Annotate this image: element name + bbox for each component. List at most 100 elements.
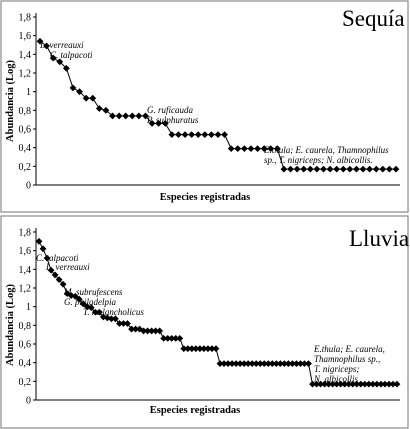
species-annotation: G. ruficauda — [147, 105, 193, 115]
data-point — [254, 145, 261, 152]
data-point — [142, 112, 149, 120]
y-tick-label: 1,2 — [19, 284, 32, 295]
species-annotation: E.thula; E. caurela, Thamnophilus — [263, 145, 389, 155]
data-point — [135, 112, 143, 120]
data-point — [224, 360, 232, 367]
data-point — [221, 131, 228, 138]
species-annotation: G. philadelpia — [64, 297, 116, 307]
data-point — [329, 380, 337, 388]
data-point — [76, 88, 83, 96]
y-tick-label: 0,4 — [19, 358, 32, 369]
data-point — [393, 380, 401, 388]
data-point — [293, 165, 301, 173]
data-point — [71, 293, 79, 300]
species-annotation: sp., T. nigriceps; N. albicollis. — [264, 155, 373, 165]
y-tick-label: 1 — [26, 302, 31, 313]
data-point — [305, 360, 312, 367]
data-point — [212, 345, 220, 353]
data-point — [43, 254, 51, 262]
y-tick-label: 0,4 — [19, 143, 32, 154]
data-point — [95, 105, 103, 112]
y-tick-label: 1,8 — [19, 228, 32, 239]
data-point — [180, 345, 188, 353]
data-point — [227, 145, 235, 152]
data-point — [260, 360, 268, 367]
data-point — [349, 380, 357, 388]
data-point — [69, 84, 77, 92]
y-tick-label: 0 — [26, 181, 31, 192]
data-point — [55, 276, 63, 283]
data-point — [379, 165, 387, 173]
data-point — [168, 335, 176, 342]
data-point — [361, 380, 369, 388]
data-point — [268, 360, 276, 367]
data-point — [89, 94, 97, 102]
data-point — [317, 380, 324, 388]
x-axis-label: Especies registradas — [150, 405, 241, 416]
data-point — [87, 304, 95, 311]
data-point — [346, 165, 354, 173]
data-point — [116, 320, 123, 327]
data-point — [148, 327, 156, 335]
data-point — [345, 380, 353, 388]
data-point — [273, 145, 281, 152]
y-tick-label: 0,6 — [19, 125, 32, 136]
panel-frame — [0, 215, 409, 429]
data-point — [264, 360, 272, 367]
chart-panel-lluvia: 0 0,2 0,4 0,6 0,8 1 1,2 1,4 1,6 1,8 Lluvia Especies… — [0, 215, 410, 429]
y-axis-label: Abundancia (Log) — [5, 284, 16, 366]
data-point — [365, 380, 373, 388]
data-point — [196, 345, 204, 353]
chart-title: Sequía — [342, 6, 405, 31]
species-annotation: T. nigriceps; — [314, 364, 359, 374]
data-point — [301, 360, 308, 367]
data-point — [62, 64, 70, 72]
y-tick-label: 0,2 — [19, 377, 32, 388]
y-tick-label: 1,6 — [19, 31, 32, 42]
data-point — [326, 165, 334, 173]
data-point — [313, 165, 321, 173]
data-point — [333, 380, 341, 388]
data-point — [333, 165, 341, 173]
data-point — [247, 145, 255, 152]
y-tick-label: 0,8 — [19, 106, 32, 117]
y-tick-label: 0,8 — [19, 321, 32, 332]
data-point — [313, 380, 320, 388]
data-point — [377, 380, 385, 388]
data-point — [339, 165, 347, 173]
data-point — [194, 131, 202, 138]
species-annotation: E.thula; E. caurela, — [313, 344, 385, 354]
data-point — [353, 165, 360, 173]
data-point — [309, 380, 316, 388]
data-point — [168, 131, 176, 138]
data-point — [99, 313, 107, 321]
data-point — [208, 345, 216, 353]
data-point — [220, 360, 228, 367]
data-point — [300, 165, 308, 173]
data-point — [155, 120, 163, 127]
data-point — [124, 320, 131, 327]
data-point — [392, 165, 400, 173]
data-point — [102, 106, 110, 114]
data-point — [75, 295, 83, 303]
data-point — [201, 131, 209, 138]
data-point — [236, 360, 244, 367]
data-point — [122, 112, 130, 120]
data-point — [184, 345, 192, 353]
species-annotation: Thamnophilus sp., — [314, 354, 380, 364]
data-point — [115, 112, 123, 120]
data-point — [244, 360, 252, 367]
data-point — [172, 335, 180, 342]
data-point — [297, 360, 304, 367]
data-point — [256, 360, 264, 367]
data-point — [267, 145, 275, 152]
data-point — [321, 380, 328, 388]
data-point — [228, 360, 236, 367]
data-point — [161, 120, 169, 127]
data-point — [192, 345, 200, 353]
species-annotation: L. verreauxi — [45, 262, 90, 272]
y-tick-label: 1,6 — [19, 246, 32, 257]
data-point — [181, 131, 189, 138]
data-point — [208, 131, 215, 138]
data-point — [188, 345, 196, 353]
